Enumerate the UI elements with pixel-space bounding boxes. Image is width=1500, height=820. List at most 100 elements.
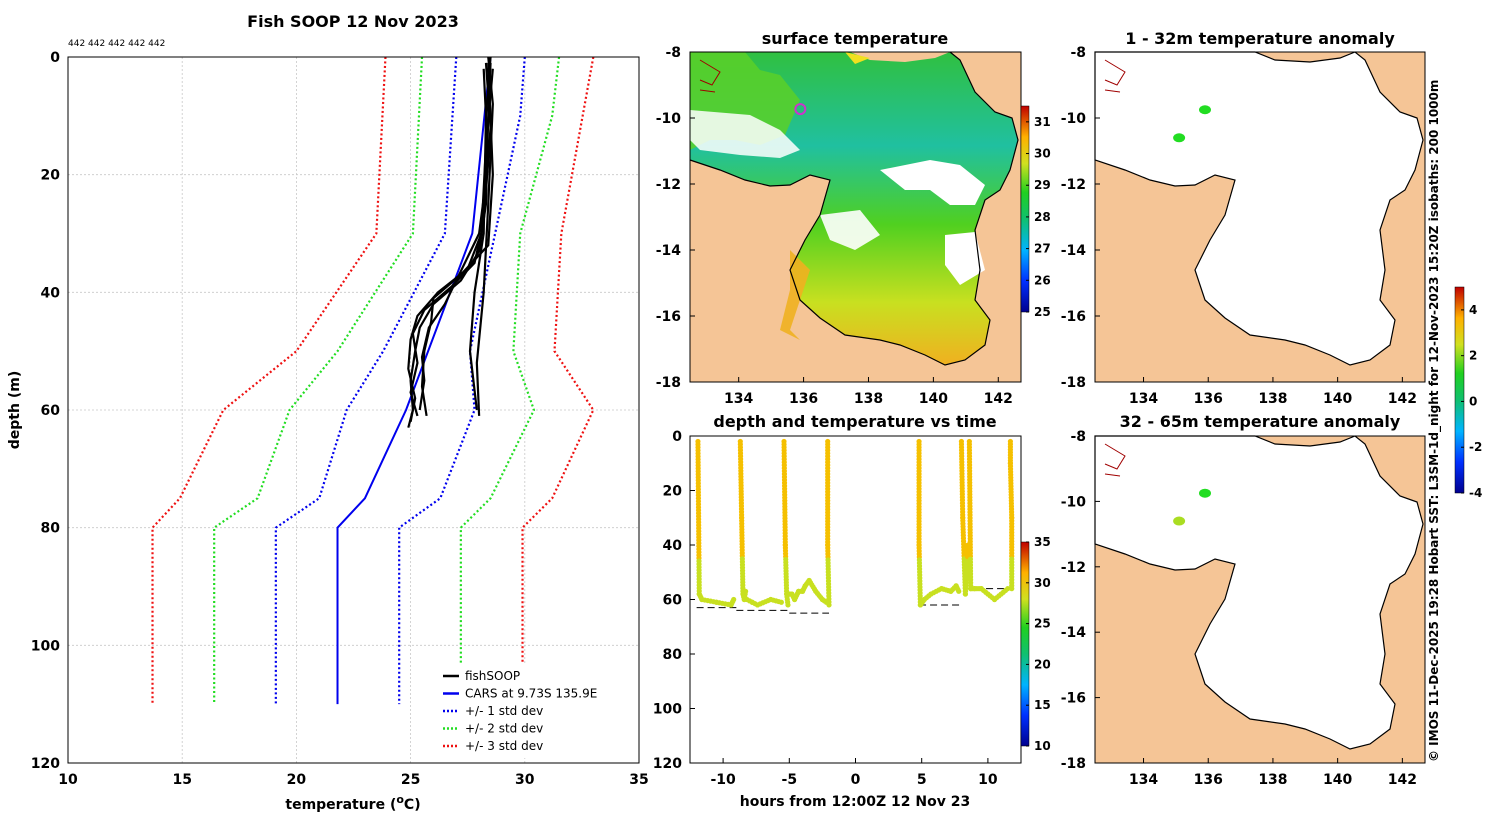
colorbar-tick-label: 0 bbox=[1469, 394, 1477, 408]
sst-cloud-mask-1 bbox=[880, 160, 985, 205]
ts-ytick-label: 120 bbox=[653, 756, 682, 772]
colorbar-tick-label: 25 bbox=[1034, 305, 1051, 319]
profile-legend: fishSOOP CARS at 9.73S 135.9E +/- 1 std de… bbox=[438, 664, 612, 758]
timeseries-points bbox=[695, 438, 1015, 614]
anomaly-marker bbox=[1173, 133, 1186, 143]
profile-ytick-label: 40 bbox=[41, 285, 61, 301]
map-xtick-label: 140 bbox=[1323, 772, 1352, 788]
profile-ids: 442 442 442 442 442 bbox=[68, 39, 165, 49]
profile-ticks: 10 15 20 25 30 35 0 20 40 60 80 100 120 bbox=[31, 50, 649, 788]
ts-sample-point bbox=[743, 588, 749, 594]
timeseries-title: depth and temperature vs time bbox=[713, 412, 996, 431]
profile-panel: Fish SOOP 12 Nov 2023 442 442 442 442 44… bbox=[7, 12, 649, 813]
map-ytick-label: -14 bbox=[1061, 625, 1087, 641]
colorbar-tick-label: 4 bbox=[1469, 303, 1477, 317]
anom2-axes-frame bbox=[1094, 435, 1426, 764]
colorbar-tick-label: 26 bbox=[1034, 273, 1051, 287]
profile-xtick-label: 35 bbox=[629, 772, 648, 788]
map-ytick-label: -14 bbox=[1061, 243, 1087, 259]
profile-ytick-label: 0 bbox=[50, 50, 60, 66]
colorbar-tick-label: 31 bbox=[1034, 115, 1051, 129]
legend-label: fishSOOP bbox=[465, 669, 520, 683]
anom1-sea bbox=[1094, 51, 1424, 366]
profile-axes-frame bbox=[67, 56, 640, 764]
profile-ylabel: depth (m) bbox=[7, 371, 23, 449]
ts-xtick-label: 10 bbox=[978, 772, 998, 788]
anom2-markers bbox=[1173, 488, 1211, 526]
map-ytick-label: -16 bbox=[1061, 691, 1086, 707]
map-xtick-label: 134 bbox=[1129, 391, 1158, 407]
std-dev-line bbox=[151, 57, 387, 705]
map-xtick-label: 142 bbox=[1388, 772, 1417, 788]
ts-sample-point bbox=[778, 599, 784, 605]
sst-markers bbox=[794, 103, 807, 116]
copyright-note: © IMOS 11-Dec-2025 19:28 Hobart SST: L3S… bbox=[1427, 80, 1442, 762]
map-ytick-label: -18 bbox=[1061, 375, 1086, 391]
profile-ytick-label: 20 bbox=[41, 168, 61, 184]
anom1-markers bbox=[1173, 105, 1211, 143]
profile-ytick-label: 60 bbox=[41, 403, 61, 419]
map-ytick-label: -16 bbox=[1061, 309, 1086, 325]
map-ytick-label: -10 bbox=[656, 111, 682, 127]
profile-lines bbox=[151, 57, 595, 705]
anom1-ticks: 134 136 138 140 142 -8 -10 -12 -14 -16 -18 bbox=[1061, 45, 1417, 407]
anomaly-map-1: 1 - 32m temperature anomaly 134 136 138 140… bbox=[1061, 29, 1426, 407]
ts-sample-point bbox=[956, 588, 962, 594]
fishsoop-profile-line bbox=[475, 57, 494, 416]
legend-box bbox=[438, 664, 612, 758]
map-xtick-label: 138 bbox=[1258, 772, 1287, 788]
map-xtick-label: 136 bbox=[789, 391, 818, 407]
map-ytick-label: -18 bbox=[1061, 756, 1086, 772]
sst-colorbar-ticks: 25 26 27 28 29 30 31 bbox=[1026, 115, 1051, 319]
map-ytick-label: -18 bbox=[656, 375, 681, 391]
profile-ytick-label: 120 bbox=[31, 756, 60, 772]
map-ytick-label: -10 bbox=[1061, 111, 1087, 127]
anomaly-marker bbox=[1199, 105, 1211, 115]
ts-ytick-label: 20 bbox=[663, 484, 683, 500]
profile-grid bbox=[67, 56, 640, 764]
ts-xtick-label: 5 bbox=[917, 772, 927, 788]
std-dev-line bbox=[213, 57, 424, 705]
colorbar-tick-label: 30 bbox=[1034, 147, 1051, 161]
map-ytick-label: -12 bbox=[1061, 560, 1086, 576]
profile-xlabel: temperature (oC) bbox=[285, 793, 420, 813]
map-ytick-label: -12 bbox=[1061, 177, 1086, 193]
ts-ytick-label: 40 bbox=[663, 538, 683, 554]
ts-sample-point bbox=[826, 602, 832, 608]
ts-sample-point bbox=[731, 596, 737, 603]
colorbar-tick-label: 28 bbox=[1034, 210, 1051, 224]
colorbar-tick-label: 15 bbox=[1034, 698, 1051, 712]
timeseries-panel: depth and temperature vs time -10 -5 0 5 100… bbox=[653, 412, 1051, 810]
sst-cloud-mask-2 bbox=[820, 210, 880, 250]
profile-xtick-label: 10 bbox=[58, 772, 78, 788]
colorbar-tick-label: 35 bbox=[1034, 535, 1051, 549]
anom2-isobath bbox=[1104, 443, 1126, 477]
colorbar-tick-label: 30 bbox=[1034, 576, 1051, 590]
map-ytick-label: -8 bbox=[665, 45, 681, 61]
cars-location-marker bbox=[794, 103, 807, 116]
ts-sample-point bbox=[1009, 586, 1015, 592]
colorbar-tick-label: 25 bbox=[1034, 617, 1051, 631]
anom1-title: 1 - 32m temperature anomaly bbox=[1125, 29, 1395, 48]
profile-ytick-label: 80 bbox=[41, 521, 61, 537]
colorbar-tick-label: 29 bbox=[1034, 178, 1051, 192]
anomaly-map-2: 32 - 65m temperature anomaly 134 136 138 14… bbox=[1061, 286, 1482, 788]
ts-sample-point bbox=[1005, 586, 1011, 592]
timeseries-colorbar bbox=[1020, 541, 1030, 747]
ts-ytick-label: 60 bbox=[663, 593, 683, 609]
sst-coastal-warm bbox=[780, 250, 810, 340]
map-xtick-label: 140 bbox=[919, 391, 948, 407]
legend-label: CARS at 9.73S 135.9E bbox=[465, 687, 597, 701]
anomaly-marker bbox=[1199, 488, 1211, 498]
anom2-ticks: 134 136 138 140 142 -8 -10 -12 -14 -16 -18 bbox=[1061, 429, 1417, 788]
colorbar-tick-label: 20 bbox=[1034, 657, 1051, 671]
anomaly-colorbar bbox=[1454, 286, 1465, 494]
std-dev-line bbox=[521, 57, 595, 705]
colorbar-tick-label: 2 bbox=[1469, 349, 1477, 363]
map-ytick-label: -8 bbox=[1070, 45, 1086, 61]
sst-coastline bbox=[689, 51, 1019, 366]
map-xtick-label: 138 bbox=[854, 391, 883, 407]
ts-xtick-label: -10 bbox=[710, 772, 736, 788]
profile-xtick-label: 30 bbox=[515, 772, 535, 788]
